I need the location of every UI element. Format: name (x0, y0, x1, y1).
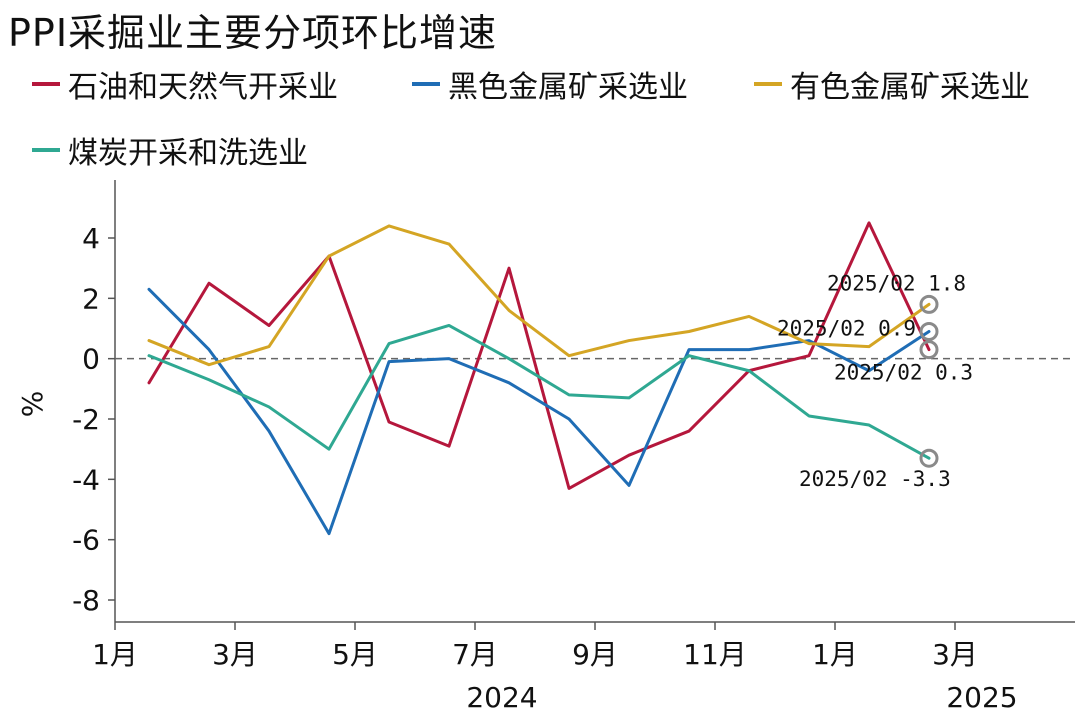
series-line-3 (147, 323, 931, 460)
legend-label-nonferrous: 有色金属矿采选业 (790, 70, 1030, 105)
x-tick-label: 1月 (812, 638, 858, 671)
y-tick-label: -2 (72, 403, 100, 436)
series-line-0 (147, 221, 931, 490)
legend-label-ferrous: 黑色金属矿采选业 (448, 70, 688, 105)
y-tick-label: -6 (72, 524, 100, 557)
legend-swatch-oil-gas (32, 82, 60, 86)
y-tick-label: 4 (82, 222, 100, 255)
end-point-annotations: 2025/02 1.8 2025/02 0.9 2025/02 0.3 2025/02… (777, 271, 973, 491)
series-line-1 (147, 287, 931, 536)
annotation-label: 2025/02 0.9 (777, 317, 916, 341)
legend-item-ferrous: 黑色金属矿采选业 (412, 62, 688, 106)
y-axis-label: % (16, 391, 49, 418)
year-label-2024: 2024 (466, 681, 537, 714)
y-tick-label: -4 (72, 463, 100, 496)
y-tick-label: -8 (72, 584, 100, 617)
legend-label-oil-gas: 石油和天然气开采业 (68, 70, 338, 105)
y-tick-label: 0 (82, 343, 100, 376)
legend-label-coal: 煤炭开采和洗选业 (68, 136, 308, 171)
annotation-label: 2025/02 0.3 (834, 361, 973, 385)
x-tick-label: 11月 (683, 638, 747, 671)
end-point-marker-0 (919, 340, 939, 360)
end-point-markers (919, 294, 939, 468)
series-line-2 (147, 224, 931, 367)
x-axis-ticks: 1月 3月 5月 7月 9月 11月 1月 3月 (92, 622, 978, 671)
annotation-label: 2025/02 -3.3 (799, 467, 951, 491)
series-lines (147, 221, 931, 536)
chart-title: PPI采掘业主要分项环比增速 (8, 11, 498, 55)
x-tick-label: 9月 (572, 638, 618, 671)
x-tick-label: 3月 (212, 638, 258, 671)
end-point-marker-2 (919, 294, 939, 314)
end-point-marker-1 (919, 322, 939, 342)
annotation-label: 2025/02 1.8 (827, 271, 966, 295)
year-label-2025: 2025 (946, 681, 1017, 714)
legend-item-oil-gas: 石油和天然气开采业 (32, 62, 338, 106)
y-tick-label: 2 (82, 282, 100, 315)
legend-swatch-nonferrous (754, 82, 782, 86)
x-tick-label: 3月 (932, 638, 978, 671)
y-axis-ticks: 4 2 0 -2 -4 -6 -8 (72, 222, 115, 617)
legend-item-coal: 煤炭开采和洗选业 (32, 128, 308, 172)
legend-item-nonferrous: 有色金属矿采选业 (754, 62, 1030, 106)
end-point-marker-3 (919, 448, 939, 468)
x-tick-label: 7月 (452, 638, 498, 671)
x-tick-label: 1月 (92, 638, 138, 671)
x-tick-label: 5月 (332, 638, 378, 671)
legend-swatch-ferrous (412, 82, 440, 86)
legend-swatch-coal (32, 148, 60, 152)
